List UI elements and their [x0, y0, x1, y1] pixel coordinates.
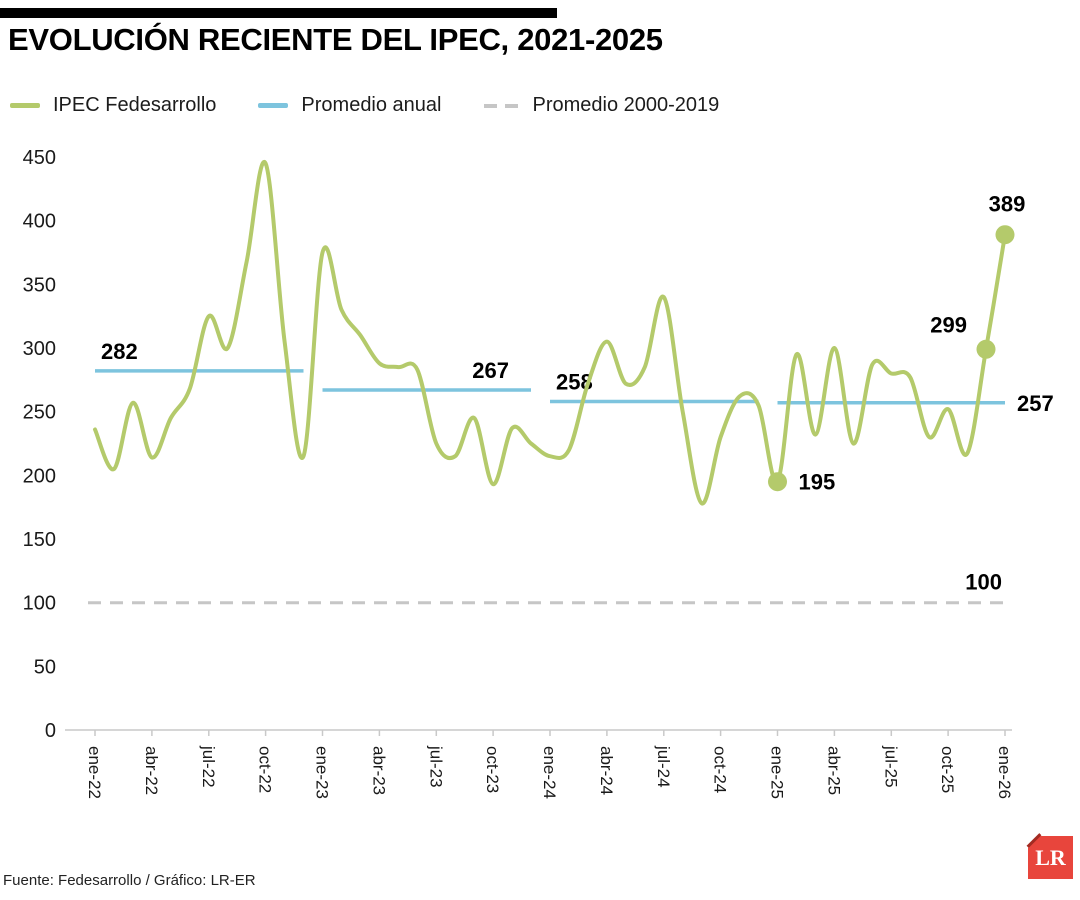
average-line-swatch: [258, 103, 289, 108]
ipec-series-line: [93, 159, 1007, 506]
legend-item-ipec: IPEC Fedesarrollo: [10, 94, 216, 117]
page-title: EVOLUCIÓN RECIENTE DEL IPEC, 2021-2025: [8, 22, 663, 57]
source-credit: Fuente: Fedesarrollo / Gráfico: LR-ER: [3, 872, 256, 889]
series-line-swatch: [10, 103, 40, 108]
x-axis-label: abr-23: [369, 746, 388, 795]
annual-average-label-2025: 257: [1017, 391, 1054, 416]
y-axis-label: 250: [23, 402, 56, 424]
x-axis-label: abr-24: [597, 746, 616, 795]
x-axis-label: ene-22: [85, 746, 104, 799]
title-accent-bar: [0, 8, 557, 18]
chart-legend: IPEC Fedesarrollo Promedio anual Promedi…: [10, 94, 719, 117]
x-axis-label: oct-25: [938, 746, 957, 793]
x-axis-label: jul-22: [199, 745, 218, 788]
logo-text: LR: [1035, 844, 1066, 870]
x-axis-label: ene-25: [768, 746, 787, 799]
legend-item-promedio-historico: Promedio 2000-2019: [483, 94, 720, 117]
legend-label-ipec: IPEC Fedesarrollo: [53, 94, 217, 116]
x-axis-label: abr-25: [824, 746, 843, 795]
data-point-marker-195: [768, 472, 787, 492]
x-axis-label: jul-25: [881, 745, 900, 788]
data-point-marker-299: [976, 339, 996, 359]
y-axis-label: 150: [23, 529, 56, 551]
x-axis-label: oct-22: [256, 746, 275, 793]
y-axis-label: 450: [23, 147, 56, 169]
x-axis-label: jul-24: [654, 745, 673, 788]
logo-fold-icon: [1028, 836, 1040, 848]
legend-label-promedio-historico: Promedio 2000-2019: [532, 94, 720, 116]
x-axis-label: abr-22: [142, 746, 161, 795]
baseline-dashed-swatch: [483, 103, 520, 108]
legend-item-promedio-anual: Promedio anual: [258, 94, 442, 117]
y-axis-label: 400: [23, 211, 56, 233]
data-point-marker-389: [995, 225, 1015, 245]
x-axis-label: ene-26: [995, 746, 1014, 799]
x-axis-label: oct-23: [483, 746, 502, 793]
data-point-label-195: 195: [799, 470, 836, 495]
lr-logo: LR: [1028, 836, 1073, 879]
data-point-label-299: 299: [930, 312, 967, 337]
annual-average-label-2022: 282: [101, 339, 138, 364]
y-axis-label: 50: [34, 656, 56, 678]
y-axis-label: 0: [45, 720, 56, 742]
legend-label-promedio-anual: Promedio anual: [301, 94, 442, 116]
data-point-label-389: 389: [989, 192, 1026, 217]
x-axis-label: ene-24: [540, 746, 559, 799]
x-axis-label: ene-23: [313, 746, 332, 799]
y-axis-label: 100: [23, 593, 56, 615]
annual-average-label-2023: 267: [472, 358, 509, 383]
y-axis-label: 350: [23, 274, 56, 296]
x-axis-label: jul-23: [426, 745, 445, 788]
y-axis-label: 300: [23, 338, 56, 360]
x-axis-label: oct-24: [711, 746, 730, 793]
y-axis-label: 200: [23, 465, 56, 487]
baseline-value-label: 100: [965, 570, 1002, 595]
